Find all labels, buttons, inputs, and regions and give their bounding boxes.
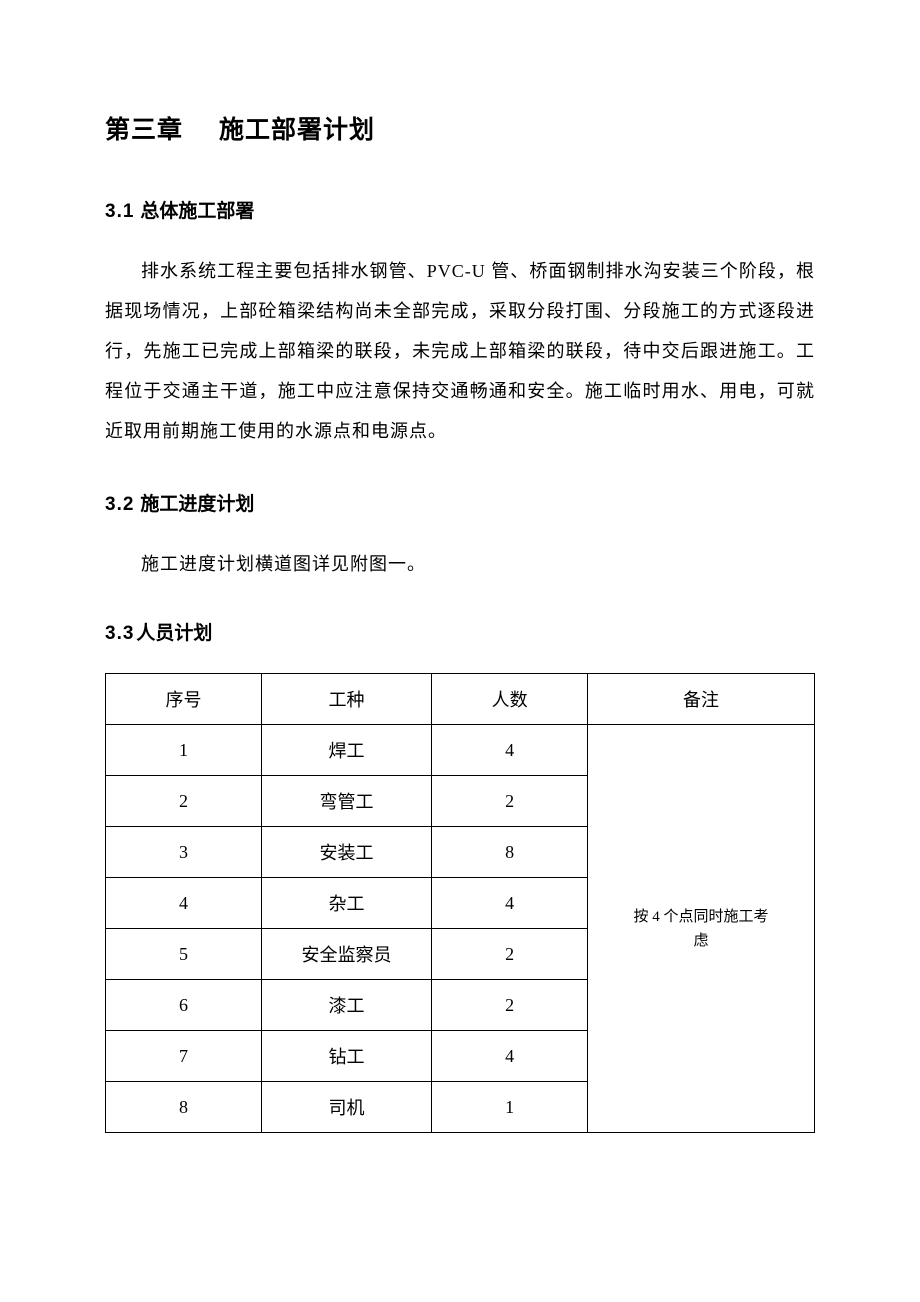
table-cell-type: 漆工 bbox=[261, 980, 431, 1031]
table-cell-type: 杂工 bbox=[261, 878, 431, 929]
table-cell-index: 5 bbox=[106, 929, 262, 980]
section-3-2-number: 3.2 bbox=[105, 494, 134, 515]
table-header-type: 工种 bbox=[261, 674, 431, 725]
section-3-1-number: 3.1 bbox=[105, 201, 134, 222]
table-cell-count: 2 bbox=[432, 929, 588, 980]
table-cell-count: 4 bbox=[432, 1031, 588, 1082]
remark-line-1: 按 4 个点同时施工考 bbox=[634, 909, 769, 925]
section-3-3: 3.3人员计划 序号 工种 人数 备注 1 焊工 4 按 4 个点同时施工考 bbox=[105, 618, 815, 1133]
table-cell-index: 6 bbox=[106, 980, 262, 1031]
table-cell-index: 8 bbox=[106, 1082, 262, 1133]
table-cell-index: 7 bbox=[106, 1031, 262, 1082]
section-3-3-number: 3.3 bbox=[105, 623, 134, 644]
table-header-count: 人数 bbox=[432, 674, 588, 725]
table-cell-index: 1 bbox=[106, 725, 262, 776]
table-cell-type: 焊工 bbox=[261, 725, 431, 776]
table-header-index: 序号 bbox=[106, 674, 262, 725]
section-3-1: 3.1 总体施工部署 排水系统工程主要包括排水钢管、PVC-U 管、桥面钢制排水沟… bbox=[105, 196, 815, 451]
table-cell-index: 3 bbox=[106, 827, 262, 878]
table-header-remark: 备注 bbox=[588, 674, 815, 725]
table-cell-remark: 按 4 个点同时施工考 虑 bbox=[588, 725, 815, 1133]
chapter-title-text: 施工部署计划 bbox=[219, 117, 375, 144]
remark-line-2: 虑 bbox=[694, 933, 709, 949]
table-cell-count: 4 bbox=[432, 878, 588, 929]
table-cell-index: 4 bbox=[106, 878, 262, 929]
table-cell-type: 钻工 bbox=[261, 1031, 431, 1082]
section-3-2-title: 3.2 施工进度计划 bbox=[105, 489, 815, 516]
table-cell-type: 弯管工 bbox=[261, 776, 431, 827]
chapter-title: 第三章 施工部署计划 bbox=[105, 110, 815, 146]
chapter-number: 第三章 bbox=[105, 117, 183, 144]
section-3-2-title-text: 施工进度计划 bbox=[140, 494, 254, 515]
section-3-1-title: 3.1 总体施工部署 bbox=[105, 196, 815, 223]
table-cell-count: 2 bbox=[432, 776, 588, 827]
table-cell-type: 安全监察员 bbox=[261, 929, 431, 980]
table-cell-count: 4 bbox=[432, 725, 588, 776]
section-3-3-title-text: 人员计划 bbox=[136, 623, 212, 644]
section-3-2-paragraph: 施工进度计划横道图详见附图一。 bbox=[105, 544, 815, 584]
table-cell-type: 司机 bbox=[261, 1082, 431, 1133]
section-3-1-title-text: 总体施工部署 bbox=[140, 201, 254, 222]
table-cell-index: 2 bbox=[106, 776, 262, 827]
section-3-3-title: 3.3人员计划 bbox=[105, 618, 815, 645]
personnel-table: 序号 工种 人数 备注 1 焊工 4 按 4 个点同时施工考 虑 2 弯管工 2 bbox=[105, 673, 815, 1133]
table-cell-count: 8 bbox=[432, 827, 588, 878]
table-header-row: 序号 工种 人数 备注 bbox=[106, 674, 815, 725]
section-3-1-paragraph: 排水系统工程主要包括排水钢管、PVC-U 管、桥面钢制排水沟安装三个阶段，根据现… bbox=[105, 251, 815, 451]
table-cell-count: 2 bbox=[432, 980, 588, 1031]
section-3-2: 3.2 施工进度计划 施工进度计划横道图详见附图一。 bbox=[105, 489, 815, 584]
table-cell-count: 1 bbox=[432, 1082, 588, 1133]
table-row: 1 焊工 4 按 4 个点同时施工考 虑 bbox=[106, 725, 815, 776]
table-cell-type: 安装工 bbox=[261, 827, 431, 878]
